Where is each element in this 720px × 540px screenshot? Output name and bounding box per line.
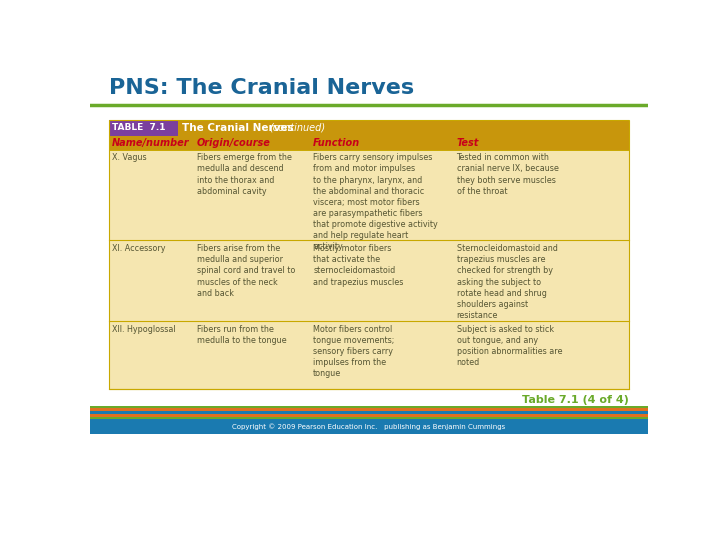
- Text: Fibers carry sensory impulses
from and motor impulses
to the pharynx, larynx, an: Fibers carry sensory impulses from and m…: [313, 153, 438, 251]
- Text: Origin/course: Origin/course: [197, 138, 271, 147]
- Text: Fibers emerge from the
medulla and descend
into the thorax and
abdominal cavity: Fibers emerge from the medulla and desce…: [197, 153, 292, 195]
- Text: TABLE  7.1: TABLE 7.1: [112, 124, 166, 132]
- Text: Name/number: Name/number: [112, 138, 189, 147]
- Bar: [90, 410, 648, 414]
- Bar: [90, 417, 648, 419]
- Text: Tested in common with
cranial nerve IX, because
they both serve muscles
of the t: Tested in common with cranial nerve IX, …: [456, 153, 559, 195]
- Bar: [109, 321, 629, 389]
- Text: Fibers run from the
medulla to the tongue: Fibers run from the medulla to the tongu…: [197, 325, 287, 345]
- Bar: [109, 120, 629, 389]
- Text: PNS: The Cranial Nerves: PNS: The Cranial Nerves: [109, 78, 415, 98]
- Bar: [109, 136, 629, 150]
- Text: Sternocleidomastoid and
trapezius muscles are
checked for strength by
asking the: Sternocleidomastoid and trapezius muscle…: [456, 244, 557, 320]
- Text: Fibers arise from the
medulla and superior
spinal cord and travel to
muscles of : Fibers arise from the medulla and superi…: [197, 244, 295, 298]
- Text: XI. Accessory: XI. Accessory: [112, 244, 165, 253]
- Text: Motor fibers control
tongue movements;
sensory fibers carry
impulses from the
to: Motor fibers control tongue movements; s…: [313, 325, 395, 379]
- Bar: [90, 406, 648, 408]
- Bar: [90, 414, 648, 417]
- Text: Mostly motor fibers
that activate the
sternocleidomastoid
and trapezius muscles: Mostly motor fibers that activate the st…: [313, 244, 404, 287]
- Text: Copyright © 2009 Pearson Education Inc.   publishing as Benjamin Cummings: Copyright © 2009 Pearson Education Inc. …: [233, 423, 505, 430]
- Text: Test: Test: [456, 138, 479, 147]
- Text: Function: Function: [313, 138, 361, 147]
- Text: XII. Hypoglossal: XII. Hypoglossal: [112, 325, 176, 334]
- Text: Subject is asked to stick
out tongue, and any
position abnormalities are
noted: Subject is asked to stick out tongue, an…: [456, 325, 562, 367]
- Bar: [109, 240, 629, 321]
- Text: X. Vagus: X. Vagus: [112, 153, 146, 163]
- Bar: [178, 120, 629, 136]
- Bar: [90, 419, 648, 434]
- Text: (continued): (continued): [269, 123, 325, 133]
- Text: The Cranial Nerves: The Cranial Nerves: [182, 123, 294, 133]
- Bar: [109, 150, 629, 240]
- Bar: [109, 120, 178, 136]
- Text: Table 7.1 (4 of 4): Table 7.1 (4 of 4): [522, 395, 629, 405]
- Bar: [90, 408, 648, 410]
